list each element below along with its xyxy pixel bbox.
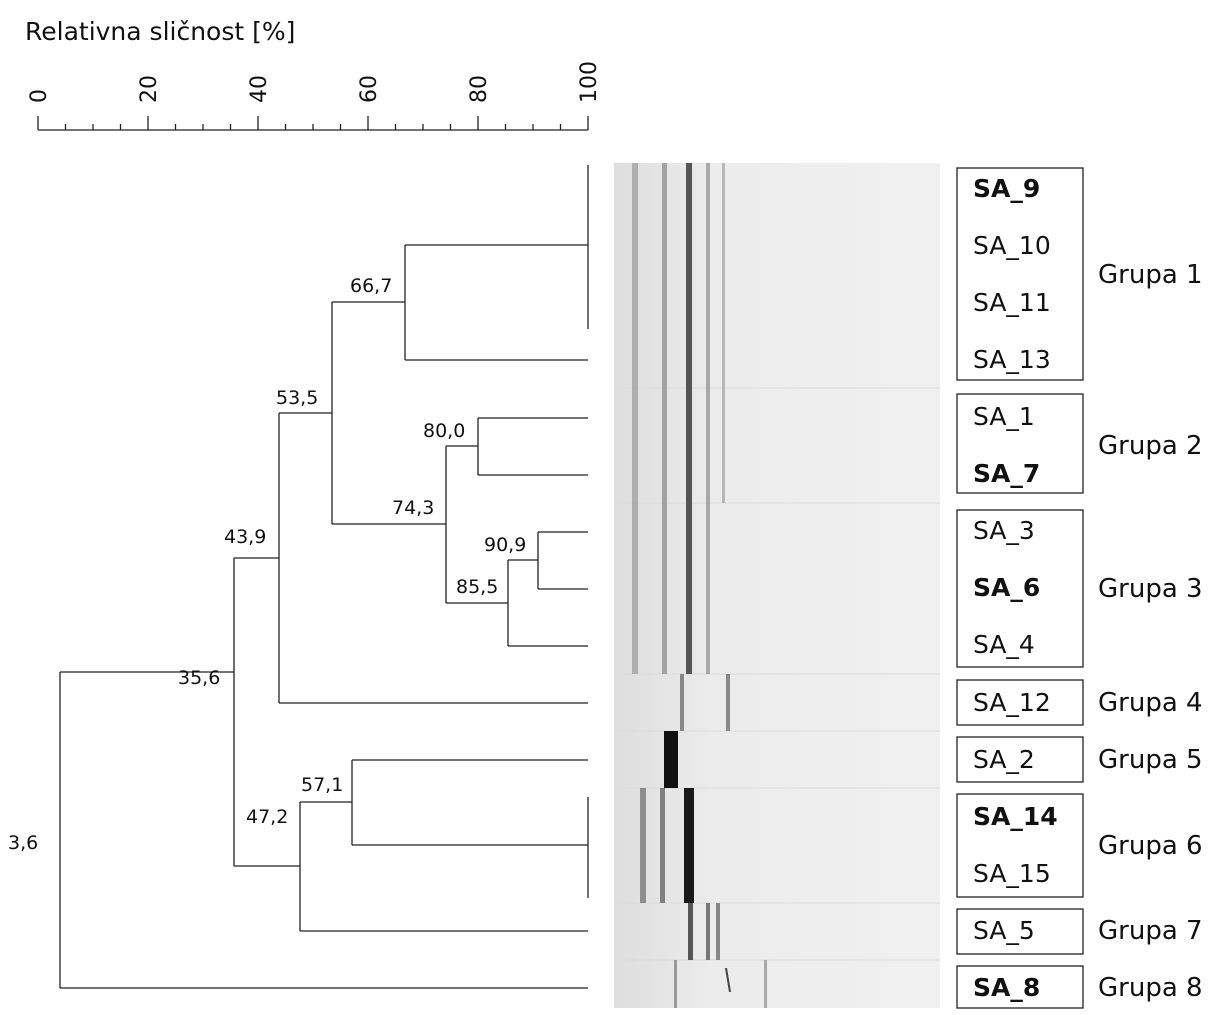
box-grupa-6	[956, 793, 1084, 898]
sample-label: SA_7	[973, 459, 1040, 488]
group-label-7: Grupa 7	[1098, 916, 1203, 946]
sample-label: SA_6	[973, 573, 1040, 602]
node-label-43-9: 43,9	[224, 526, 266, 548]
sample-label: SA_10	[973, 231, 1051, 260]
axis-tick-40: 40	[247, 75, 272, 103]
sample-label: SA_2	[973, 745, 1035, 774]
node-label-47-2: 47,2	[246, 806, 288, 828]
sample-label: SA_5	[973, 916, 1035, 945]
group-label-2: Grupa 2	[1098, 431, 1203, 461]
axis-tick-20: 20	[137, 75, 162, 103]
sample-label: SA_9	[973, 174, 1040, 203]
group-label-8: Grupa 8	[1098, 973, 1203, 1003]
sample-boxes	[956, 167, 1084, 1009]
node-label-74-3: 74,3	[392, 497, 434, 519]
sample-label: SA_11	[973, 288, 1051, 317]
group-label-6: Grupa 6	[1098, 831, 1203, 861]
sample-label: SA_15	[973, 859, 1051, 888]
sample-label: SA_12	[973, 688, 1051, 717]
sample-label: SA_8	[973, 973, 1040, 1002]
box-grupa-8	[956, 965, 1084, 1009]
node-label-66-7: 66,7	[350, 275, 392, 297]
axis-tick-100: 100	[577, 61, 602, 103]
axis-tick-0: 0	[27, 89, 52, 103]
sample-label: SA_1	[973, 402, 1035, 431]
node-label-80-0: 80,0	[423, 420, 465, 442]
group-label-3: Grupa 3	[1098, 574, 1203, 604]
node-label-85-5: 85,5	[456, 576, 498, 598]
group-label-1: Grupa 1	[1098, 260, 1203, 290]
node-label-57-1: 57,1	[301, 774, 343, 796]
sample-label: SA_3	[973, 516, 1035, 545]
node-label-35-6: 35,6	[178, 667, 220, 689]
axis-tick-60: 60	[357, 75, 382, 103]
group-label-4: Grupa 4	[1098, 688, 1203, 718]
box-grupa-4	[956, 679, 1084, 726]
sample-label: SA_4	[973, 630, 1035, 659]
sample-label: SA_14	[973, 802, 1058, 831]
box-grupa-5	[956, 736, 1084, 783]
box-grupa-3	[956, 509, 1084, 668]
box-grupa-1	[956, 167, 1084, 381]
group-label-5: Grupa 5	[1098, 745, 1203, 775]
gel-image	[614, 163, 940, 1008]
node-label-3-6: 3,6	[8, 832, 38, 854]
node-label-53-5: 53,5	[276, 387, 318, 409]
axis-scale	[37, 116, 589, 131]
box-grupa-7	[956, 908, 1084, 955]
axis-tick-80: 80	[467, 75, 492, 103]
sample-label: SA_13	[973, 345, 1051, 374]
box-grupa-2	[956, 393, 1084, 494]
dendrogram-tree	[59, 165, 589, 989]
node-label-90-9: 90,9	[484, 534, 526, 556]
axis-title: Relativna sličnost [%]	[25, 17, 295, 46]
